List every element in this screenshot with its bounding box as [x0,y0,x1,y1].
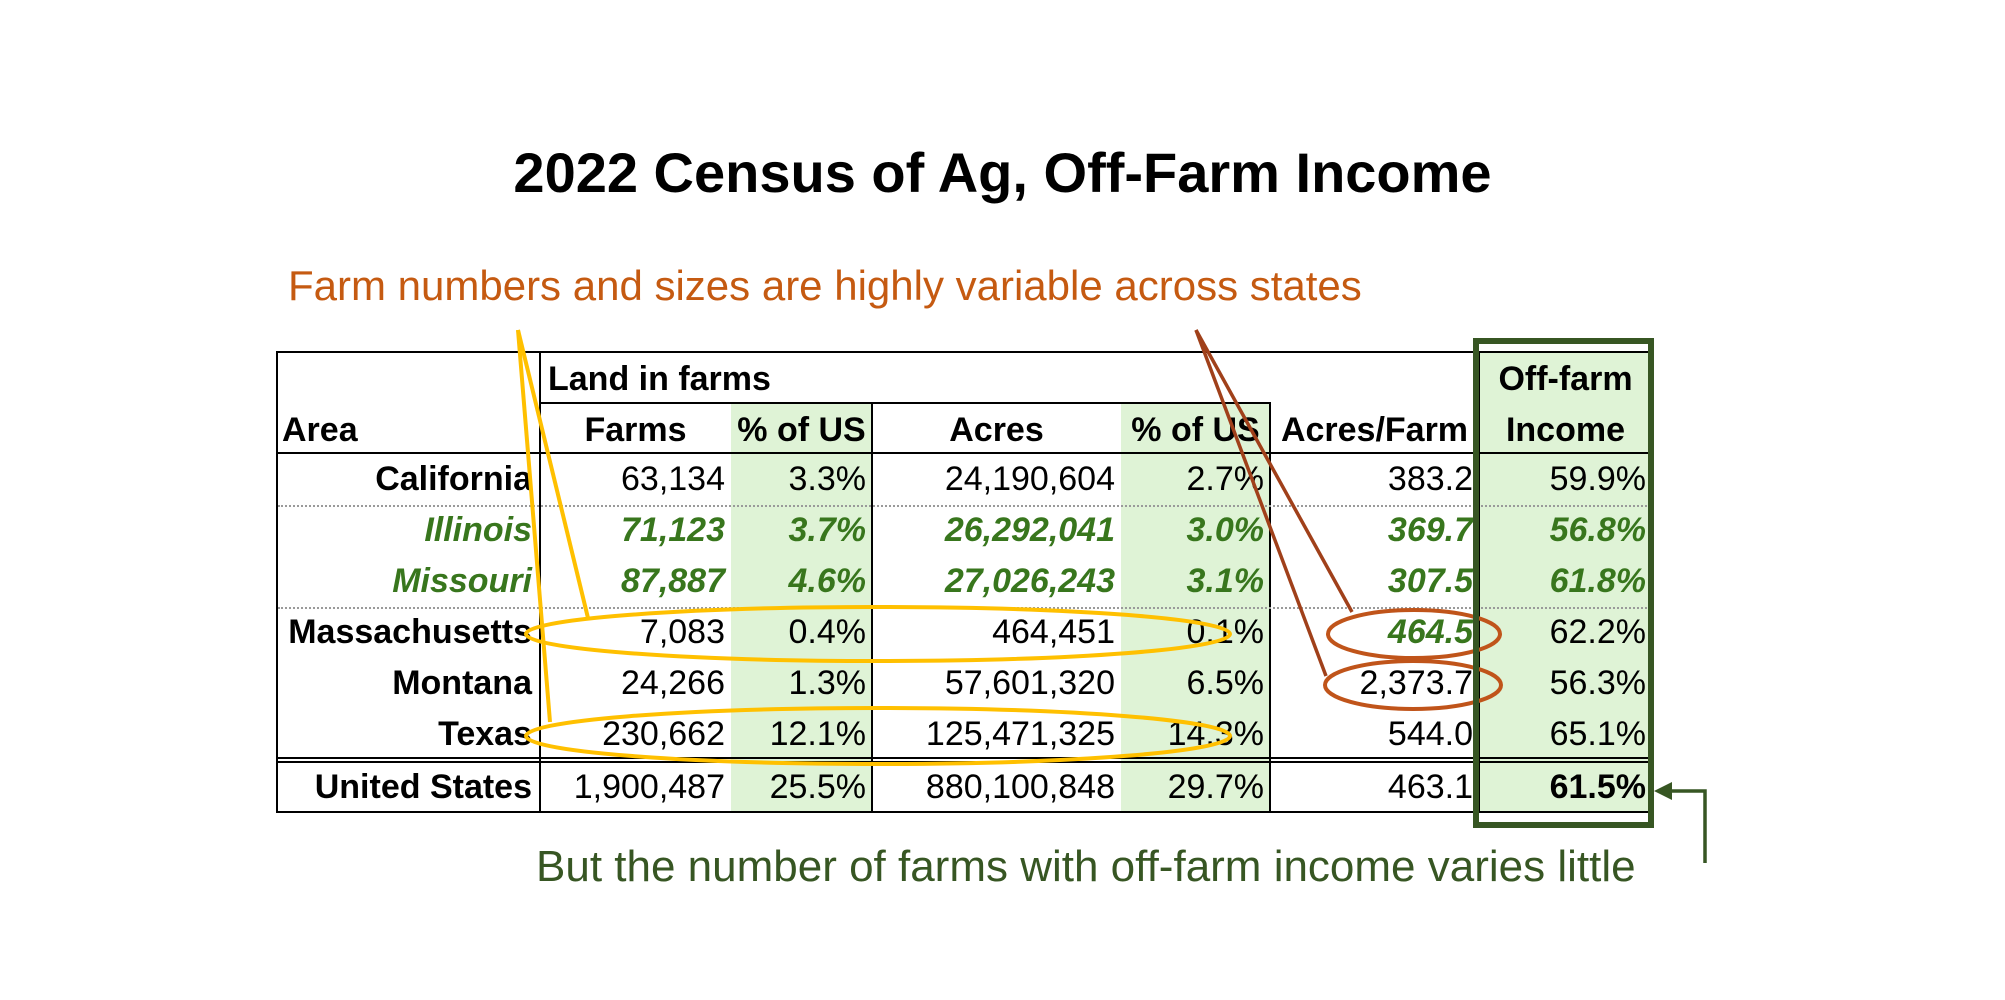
header-bottom-border [276,452,1652,454]
off-farm-annotation: But the number of farms with off-farm in… [536,842,1636,891]
yellow-callout-line-1 [516,329,590,619]
off-farm-income-box [1473,338,1654,828]
column-header-1: Farms [584,411,687,449]
cell-acres: 57,601,320 [944,664,1115,702]
row-label: Illinois [424,511,532,549]
shaded-column-3 [1479,351,1652,813]
off-farm-arrow-head [1654,782,1672,800]
ma-acres-per-farm-ellipse [1326,608,1502,660]
cell-acres_per_farm: 307.5 [1387,562,1473,600]
cell-acres_pct: 6.5% [1186,664,1265,702]
table-bottom-border [276,811,1652,813]
orange-callout-line-1 [1194,329,1354,613]
cell-acres_pct: 3.1% [1186,562,1265,600]
chart-title: 2022 Census of Ag, Off-Farm Income [513,141,1492,204]
cell-farms_pct: 4.6% [788,562,867,600]
cell-acres_pct: 3.0% [1186,511,1265,549]
cell-off_farm: 59.9% [1549,460,1646,498]
mt-acres-per-farm-ellipse [1323,659,1503,711]
total-row-label: United States [314,768,532,806]
cell-farms: 7,083 [639,613,725,651]
cell-farms: 87,887 [621,562,725,600]
yellow-callout-line-2 [516,329,552,723]
column-header-income: Income [1505,411,1626,449]
column-header-2: % of US [737,411,866,449]
cell-acres_per_farm: 544.0 [1387,715,1473,753]
cell-farms_pct: 3.3% [788,460,867,498]
cell-acres: 27,026,243 [944,562,1115,600]
total-cell-acres_pct: 29.7% [1167,768,1264,806]
column-header-area: Area [282,411,358,449]
row-dotted-separator [278,505,1650,507]
total-cell-farms: 1,900,487 [573,768,725,806]
cell-acres_per_farm: 464.5 [1387,613,1473,651]
total-cell-off_farm: 61.5% [1549,768,1646,806]
table-left-border [276,351,278,813]
cell-acres: 24,190,604 [944,460,1115,498]
total-cell-acres_per_farm: 463.1 [1387,768,1473,806]
variability-annotation: Farm numbers and sizes are highly variab… [288,262,1362,309]
total-top-border-1 [276,757,1652,759]
census-table: Land in farms Off-farm Area Farms % of US Acr… [276,351,1652,813]
cell-farms_pct: 0.4% [788,613,867,651]
cell-off_farm: 65.1% [1549,715,1646,753]
land-group-bottom [540,402,1270,404]
group-header-land-in-farms: Land in farms [548,360,771,398]
total-cell-acres: 880,100,848 [925,768,1115,806]
cell-off_farm: 61.8% [1549,562,1646,600]
row-label: Texas [438,715,532,753]
off-farm-arrow [1664,789,1707,863]
texas-ellipse [524,706,1232,766]
total-cell-farms_pct: 25.5% [769,768,866,806]
cell-acres_per_farm: 369.7 [1387,511,1473,549]
cell-farms_pct: 3.7% [788,511,867,549]
cell-farms: 71,123 [621,511,725,549]
row-label: California [375,460,532,498]
cell-farms: 230,662 [602,715,725,753]
row-label: Montana [392,664,532,702]
column-header-3: Acres [949,411,1044,449]
massachusetts-ellipse [524,605,1232,663]
table-top-border [276,351,1652,353]
cell-farms_pct: 1.3% [788,664,867,702]
cell-farms_pct: 12.1% [769,715,866,753]
cell-farms: 63,134 [621,460,725,498]
cell-acres: 26,292,041 [944,511,1115,549]
row-label: Missouri [392,562,532,600]
cell-off_farm: 62.2% [1549,613,1646,651]
cell-acres: 125,471,325 [925,715,1115,753]
row-label: Massachusetts [288,613,532,651]
off-farm-header-line1: Off-farm [1498,360,1633,398]
cell-off_farm: 56.3% [1549,664,1646,702]
cell-farms: 24,266 [621,664,725,702]
column-header-5: Acres/Farm [1280,411,1469,449]
cell-acres_per_farm: 383.2 [1387,460,1473,498]
cell-off_farm: 56.8% [1549,511,1646,549]
cell-acres_per_farm: 2,373.7 [1359,664,1473,702]
cell-acres: 464,451 [992,613,1115,651]
orange-callout-line-2 [1194,329,1328,677]
